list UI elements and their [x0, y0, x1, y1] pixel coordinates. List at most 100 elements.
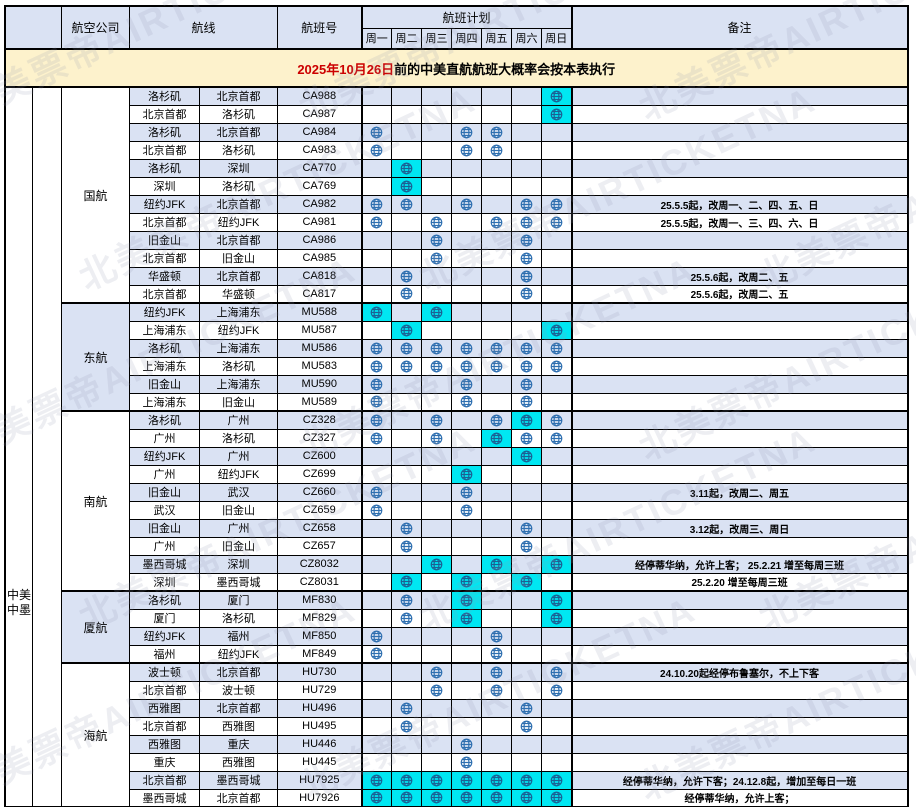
flight-icon	[393, 162, 420, 175]
flight-no-cell: MF829	[277, 608, 363, 628]
table-row: 旧金山 北京首都 CA986	[5, 230, 909, 250]
origin-cell: 北京首都	[129, 770, 201, 790]
day-cell-3	[421, 356, 453, 376]
day-cell-1	[360, 752, 393, 772]
day-cell-2	[391, 734, 423, 754]
flight-no-cell: CZ327	[277, 428, 363, 448]
destination-cell: 洛杉矶	[199, 356, 279, 376]
origin-cell: 洛杉矶	[129, 410, 201, 430]
remark-cell	[571, 464, 909, 484]
flight-icon	[513, 432, 540, 445]
flight-icon	[543, 684, 570, 697]
origin-cell: 洛杉矶	[129, 122, 201, 142]
table-row: 墨西哥城 深圳 CZ8032 经停蒂华纳，允许上客； 25.2.21 增至每周三班	[5, 554, 909, 574]
day-cell-4	[451, 320, 483, 340]
flight-icon	[393, 612, 420, 625]
day-cell-7	[541, 356, 573, 376]
day-cell-7	[541, 536, 573, 556]
remark-cell	[571, 356, 909, 376]
day-cell-3	[421, 428, 453, 448]
day-cell-3	[421, 122, 453, 142]
flight-icon	[513, 414, 540, 427]
origin-cell: 纽约JFK	[129, 446, 201, 466]
flight-icon	[543, 612, 570, 625]
flight-icon	[453, 486, 480, 499]
day-cell-3	[421, 410, 453, 430]
day-cell-3	[421, 86, 453, 106]
flight-no-cell: CA982	[277, 194, 363, 214]
flight-icon	[423, 666, 450, 679]
destination-cell: 纽约JFK	[199, 212, 279, 232]
day-cell-4	[451, 194, 483, 214]
day-cell-4	[451, 212, 483, 232]
table-row: 旧金山 上海浦东 MU590	[5, 374, 909, 394]
table-row: 上海浦东 洛杉矶 MU583	[5, 356, 909, 376]
flight-no-cell: CZ8031	[277, 572, 363, 592]
day-cell-1	[360, 212, 393, 232]
day-cell-7	[541, 104, 573, 124]
day-cell-1	[360, 122, 393, 142]
day-cell-7	[541, 212, 573, 232]
table-row: 洛杉矶 深圳 CA770	[5, 158, 909, 178]
day-cell-2	[391, 572, 423, 592]
day-cell-6	[511, 572, 543, 592]
origin-cell: 北京首都	[129, 284, 201, 304]
flight-icon	[483, 791, 510, 804]
flight-icon	[364, 486, 391, 499]
flight-no-cell: HU730	[277, 662, 363, 682]
flight-icon	[543, 108, 570, 121]
airline-cell: 南航	[61, 410, 131, 592]
day-cell-6	[511, 536, 543, 556]
day-cell-6	[511, 266, 543, 286]
day-cell-2	[391, 284, 423, 304]
table-row: 墨西哥城 北京首都 HU7926 经停蒂华纳，允许上客；	[5, 788, 909, 807]
destination-cell: 波士顿	[199, 680, 279, 700]
origin-cell: 洛杉矶	[129, 158, 201, 178]
day-cell-1	[360, 194, 393, 214]
destination-cell: 旧金山	[199, 248, 279, 268]
flight-icon	[513, 450, 540, 463]
day-cell-6	[511, 698, 543, 718]
day-cell-1	[360, 230, 393, 250]
day-cell-5	[481, 680, 513, 700]
origin-cell: 上海浦东	[129, 392, 201, 412]
day-cell-5	[481, 518, 513, 538]
flight-no-cell: CA770	[277, 158, 363, 178]
table-row: 深圳 墨西哥城 CZ8031 25.2.20 增至每周三班	[5, 572, 909, 592]
day-cell-4	[451, 104, 483, 124]
day-cell-7	[541, 554, 573, 574]
remark-cell	[571, 338, 909, 358]
table-row: 旧金山 武汉 CZ660 3.11起，改周二、周五	[5, 482, 909, 502]
day-cell-3	[421, 140, 453, 160]
day-cell-3	[421, 698, 453, 718]
day-cell-3	[421, 212, 453, 232]
day-cell-4	[451, 410, 483, 430]
flight-icon	[513, 378, 540, 391]
flight-icon	[393, 180, 420, 193]
day-cell-2	[391, 356, 423, 376]
day-cell-7	[541, 662, 573, 682]
day-cell-6	[511, 338, 543, 358]
flight-icon	[543, 791, 570, 804]
day-cell-5	[481, 410, 513, 430]
flight-no-cell: CZ658	[277, 518, 363, 538]
weekday-header-7: 周日	[541, 27, 573, 50]
flight-icon	[393, 594, 420, 607]
flight-icon	[483, 360, 510, 373]
flight-no-cell: CA988	[277, 86, 363, 106]
day-cell-4	[451, 122, 483, 142]
day-cell-2	[391, 608, 423, 628]
day-cell-6	[511, 482, 543, 502]
flight-icon	[483, 216, 510, 229]
day-cell-7	[541, 482, 573, 502]
flight-icon	[543, 432, 570, 445]
day-cell-6	[511, 392, 543, 412]
day-cell-7	[541, 266, 573, 286]
day-cell-5	[481, 644, 513, 664]
remark-cell: 经停蒂华纳，允许下客；24.12.8起，增加至每日一班	[571, 770, 909, 790]
day-cell-3	[421, 194, 453, 214]
flight-icon	[483, 684, 510, 697]
day-cell-5	[481, 284, 513, 304]
day-cell-2	[391, 266, 423, 286]
flight-icon	[364, 647, 391, 660]
